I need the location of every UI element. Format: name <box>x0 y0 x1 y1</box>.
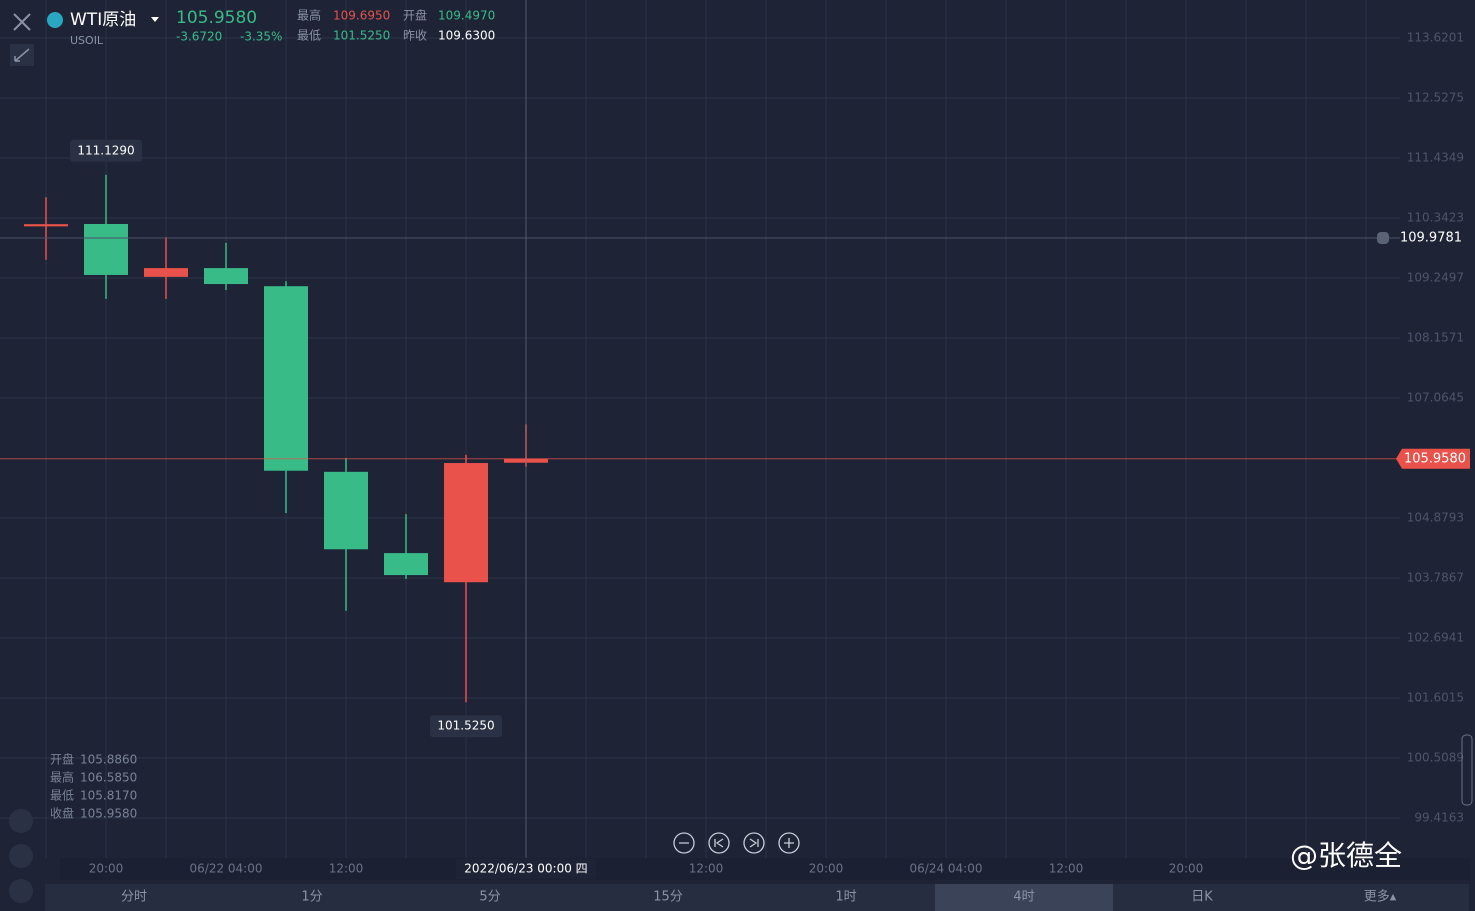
stat-value: 109.6950 <box>333 9 390 23</box>
y-tick-label: 109.2497 <box>1407 270 1464 284</box>
ohlc-value: 105.8170 <box>80 789 137 803</box>
ohlc-label: 收盘 <box>50 806 74 821</box>
candle-body <box>144 268 188 277</box>
x-tick-label: 06/24 04:00 <box>910 862 983 876</box>
timeframe-tab[interactable]: 日K <box>1191 890 1213 905</box>
y-tick-label: 108.1571 <box>1407 330 1464 344</box>
alert-label: 109.9781 <box>1400 230 1462 245</box>
stat-value: 109.4970 <box>438 9 495 23</box>
zoom-in-button[interactable] <box>778 832 800 854</box>
alert-icon <box>1377 231 1389 244</box>
ohlc-value: 105.9580 <box>80 807 137 821</box>
x-tick-label: 12:00 <box>689 862 724 876</box>
stat-label: 最高 <box>297 8 321 23</box>
forward-button[interactable] <box>743 832 765 854</box>
scroll-indicator[interactable] <box>1461 734 1473 806</box>
timeframe-tab[interactable]: 1分 <box>301 890 322 905</box>
ohlc-label: 最低 <box>50 789 74 803</box>
x-tick-label: 06/22 04:00 <box>190 862 263 876</box>
timeframe-tab[interactable]: 1时 <box>835 890 856 905</box>
symbol-code: USOIL <box>70 34 104 47</box>
tab-selected <box>935 884 1113 911</box>
indicator-tool[interactable] <box>9 809 33 833</box>
watermark: @张德全 <box>1290 839 1402 872</box>
y-tick-label: 113.6201 <box>1407 30 1464 44</box>
ohlc-label: 最高 <box>50 770 74 785</box>
y-tick-label: 107.0645 <box>1407 391 1464 405</box>
y-tick-label: 104.8793 <box>1407 511 1464 525</box>
y-tick-label: 103.7867 <box>1407 571 1464 585</box>
y-tick-label: 111.4349 <box>1407 150 1464 164</box>
y-tick-label: 102.6941 <box>1407 631 1464 645</box>
compare-tool[interactable] <box>9 879 33 903</box>
timeframe-tab[interactable]: 更多▴ <box>1364 889 1397 905</box>
max-label-box <box>70 139 142 162</box>
rewind-button[interactable] <box>708 832 730 854</box>
time-axis <box>60 858 1470 880</box>
dropdown-arrow[interactable] <box>151 17 159 22</box>
stat-value: 101.5250 <box>333 29 390 43</box>
y-tick-label: 100.5089 <box>1407 751 1464 765</box>
x-tick-label: 20:00 <box>89 862 124 876</box>
stat-value: 109.6300 <box>438 29 495 43</box>
ohlc-value: 105.8860 <box>80 753 137 767</box>
min-label-box <box>430 715 502 738</box>
symbol-name[interactable]: WTI原油 <box>70 10 136 30</box>
crosshair-label-box <box>456 859 596 879</box>
y-tick-label: 110.3423 <box>1407 210 1464 224</box>
tab-bar <box>45 884 1469 911</box>
x-tick-label: 20:00 <box>809 862 844 876</box>
last-price: 105.9580 <box>176 8 257 28</box>
ohlc-value: 106.5850 <box>80 771 137 785</box>
collapse-button[interactable] <box>10 44 34 66</box>
stat-label: 开盘 <box>403 8 427 23</box>
x-tick-label: 12:00 <box>329 862 364 876</box>
candle-body <box>24 224 68 227</box>
last-price-tag <box>1396 448 1470 469</box>
symbol-logo <box>47 12 63 28</box>
candle-body <box>324 471 368 550</box>
timeframe-tab[interactable]: 5分 <box>479 890 500 905</box>
y-tick-label: 99.4163 <box>1414 811 1464 825</box>
price-change-pct: -3.35% <box>240 30 282 44</box>
x-tick-label: 20:00 <box>1169 862 1204 876</box>
x-tick-label: 12:00 <box>1049 862 1084 876</box>
candle-body <box>204 268 248 285</box>
draw-tool[interactable] <box>9 844 33 868</box>
price-change: -3.6720 <box>176 30 222 44</box>
min-label: 101.5250 <box>437 719 494 733</box>
close-button[interactable] <box>13 13 31 31</box>
crosshair-label: 2022/06/23 00:00 四 <box>464 862 587 876</box>
stat-label: 最低 <box>297 29 321 43</box>
timeframe-tab[interactable]: 4时 <box>1013 890 1034 905</box>
last-price-label: 105.9580 <box>1404 451 1466 466</box>
candle-body <box>444 463 488 583</box>
candle-body <box>384 553 428 576</box>
zoom-out-button[interactable] <box>673 832 695 854</box>
ohlc-label: 开盘 <box>50 752 74 767</box>
y-tick-label: 101.6015 <box>1407 691 1464 705</box>
candle-body <box>84 224 128 275</box>
stat-label: 昨收 <box>403 29 427 43</box>
y-tick-label: 112.5275 <box>1407 90 1464 104</box>
max-label: 111.1290 <box>77 143 134 157</box>
timeframe-tab[interactable]: 15分 <box>653 890 683 905</box>
candle-body <box>264 286 308 471</box>
timeframe-tab[interactable]: 分时 <box>121 890 147 905</box>
